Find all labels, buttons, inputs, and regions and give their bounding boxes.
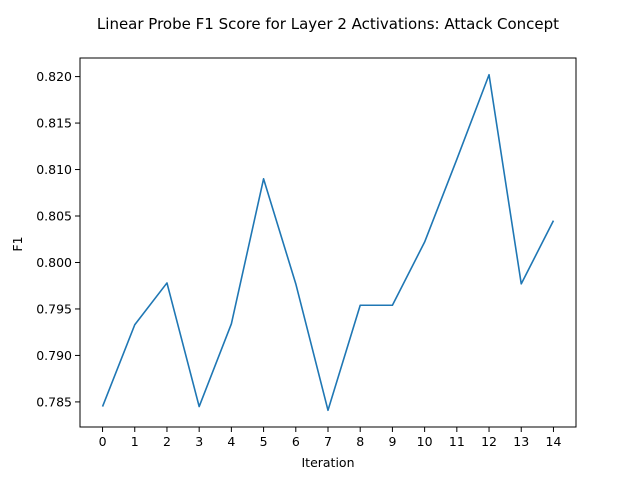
x-tick-label: 8 <box>356 434 364 449</box>
y-axis-label: F1 <box>10 236 25 251</box>
series-line-f1 <box>101 73 555 412</box>
y-tick-label: 0.815 <box>36 116 72 131</box>
x-tick-label: 10 <box>417 434 433 449</box>
x-tick-label: 11 <box>449 434 465 449</box>
x-tick-label: 1 <box>131 434 139 449</box>
chart-title: Linear Probe F1 Score for Layer 2 Activa… <box>97 15 559 33</box>
y-tick-label: 0.810 <box>36 162 72 177</box>
x-tick-label: 5 <box>260 434 268 449</box>
x-tick-label: 6 <box>292 434 300 449</box>
x-tick-label: 14 <box>546 434 562 449</box>
x-tick-label: 3 <box>195 434 203 449</box>
y-tick-label: 0.800 <box>36 255 72 270</box>
y-tick-label: 0.785 <box>36 394 72 409</box>
x-tick-label: 4 <box>227 434 235 449</box>
y-tick-label: 0.795 <box>36 301 72 316</box>
x-tick-label: 9 <box>388 434 396 449</box>
x-tick-label: 12 <box>481 434 497 449</box>
x-tick-label: 0 <box>99 434 107 449</box>
x-tick-label: 7 <box>324 434 332 449</box>
x-tick-label: 2 <box>163 434 171 449</box>
y-tick-label: 0.820 <box>36 69 72 84</box>
y-tick-label: 0.805 <box>36 209 72 224</box>
axes-frame <box>79 57 577 428</box>
axis-ticks: 0 1 2 3 4 5 6 7 8 9 10 11 12 13 140.7850.7900.7950.800… <box>36 69 561 449</box>
x-axis-label: Iteration <box>301 455 354 470</box>
x-tick-label: 13 <box>513 434 529 449</box>
y-tick-label: 0.790 <box>36 348 72 363</box>
